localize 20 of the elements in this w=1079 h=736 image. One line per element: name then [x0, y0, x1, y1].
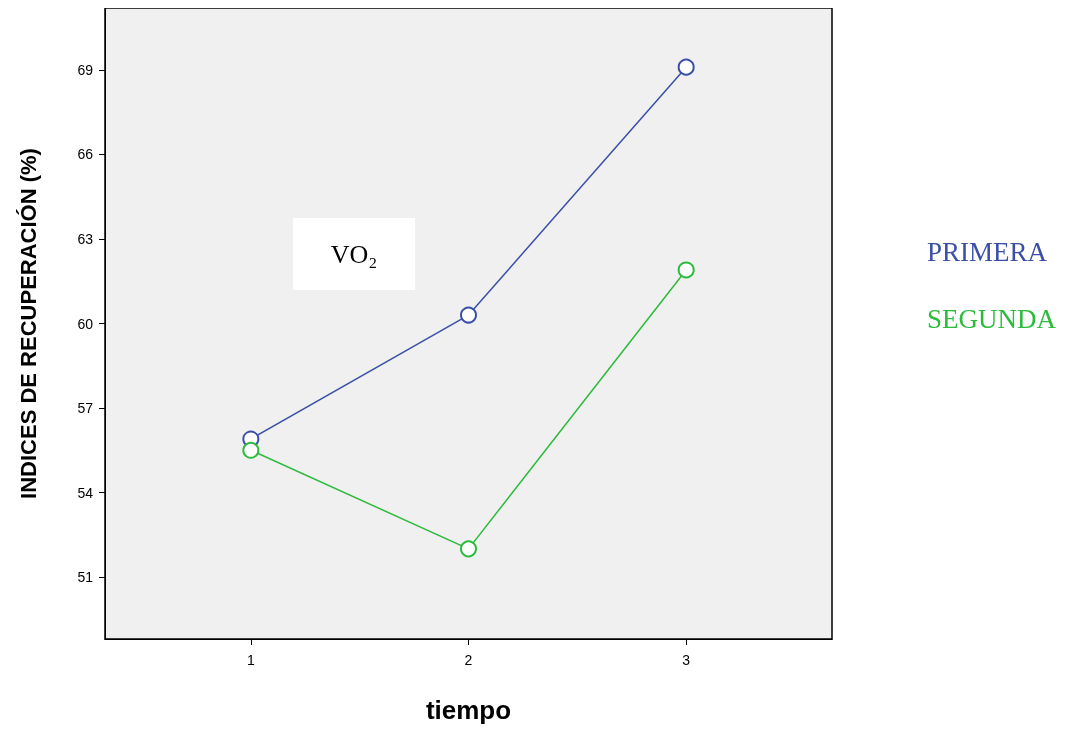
text: PRIMERA	[927, 236, 1048, 267]
point	[242, 441, 260, 459]
y-tick-label: 57	[77, 400, 94, 417]
x-tick-label: 1	[246, 652, 255, 668]
y-tick-label: 60	[77, 315, 94, 332]
point	[677, 261, 695, 279]
y-tick-label: 69	[77, 61, 94, 78]
y-tick-label: 66	[77, 146, 94, 163]
x-tick-label: 3	[682, 652, 691, 668]
text: SEGUNDA	[927, 303, 1057, 334]
y-tick-label: 54	[77, 484, 94, 501]
y-axis-title: INDICES DE RECUPERACIÓN (%)	[15, 148, 41, 499]
point	[460, 306, 477, 324]
x-axis-title: tiempo	[425, 695, 512, 725]
point	[677, 58, 695, 76]
y-tick-label: 51	[77, 569, 94, 586]
annotation: VO₂	[330, 239, 378, 269]
y-tick-label: 63	[77, 230, 94, 247]
point	[460, 540, 477, 558]
x-tick-label: 2	[464, 652, 473, 668]
